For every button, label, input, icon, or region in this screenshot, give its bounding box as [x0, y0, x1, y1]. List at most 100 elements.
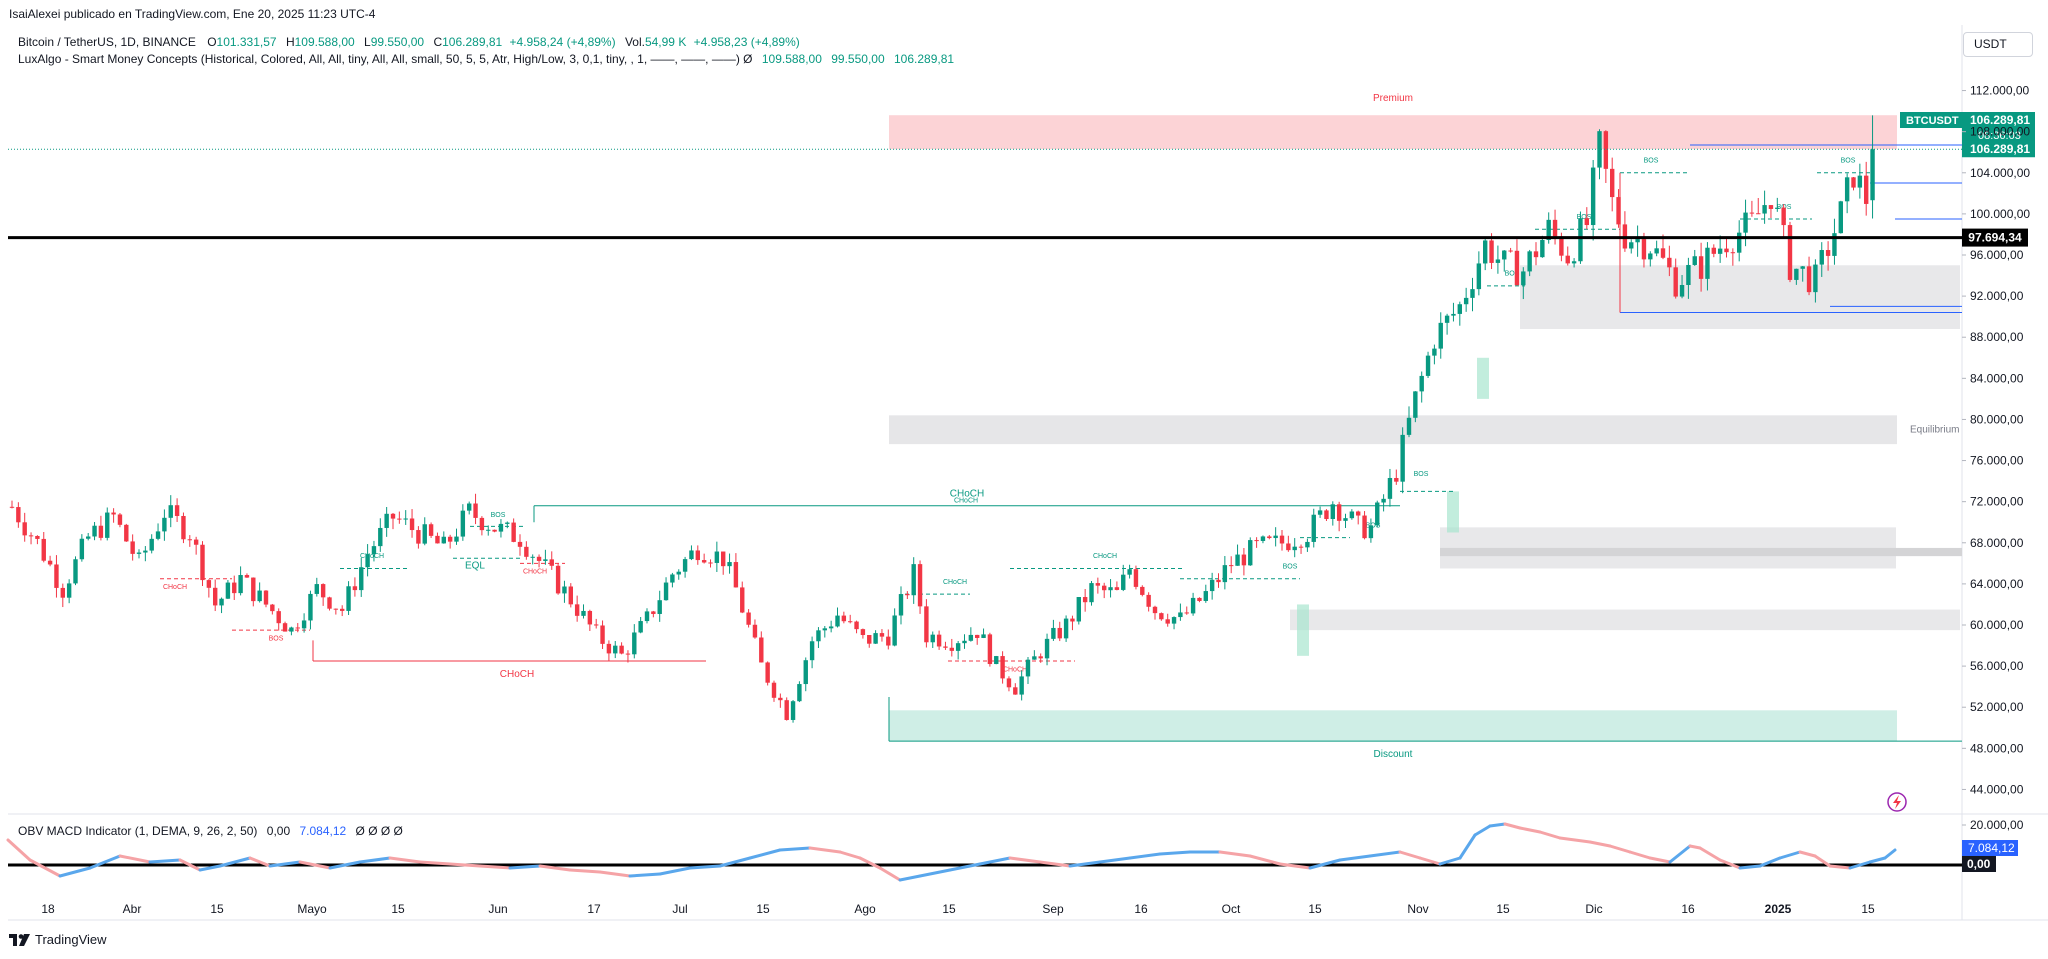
obv-segment [1008, 856, 1042, 864]
candle-body [1800, 266, 1805, 269]
candle-body [492, 529, 497, 532]
obv-segment [58, 866, 92, 878]
candle-body [193, 539, 199, 545]
obv-value-tag-text: 7.084,12 [1968, 841, 2015, 855]
x-tick-label: 17 [587, 902, 601, 916]
candle-body [1768, 205, 1774, 209]
candle-body [327, 597, 332, 609]
candle-body [1006, 678, 1012, 688]
candle-body [1076, 597, 1081, 622]
obv-segment [1778, 850, 1802, 860]
y-tick-label: 48.000,00 [1970, 741, 2024, 755]
obv-segment [1588, 840, 1612, 848]
structure-label: BOS [269, 635, 284, 642]
obv-segment [1828, 864, 1852, 870]
obv-value-tag [1962, 840, 2018, 856]
candle-body [1070, 618, 1075, 622]
candle-body [1851, 177, 1856, 188]
candle-body [854, 621, 859, 630]
candle-body [1527, 251, 1532, 272]
y-tick-label: 112.000,00 [1970, 84, 2029, 98]
obv-segment [918, 868, 952, 878]
price-line-tag [1962, 140, 2035, 158]
obv-zero-tag [1962, 856, 1996, 872]
candle-body [740, 587, 745, 613]
candle-body [289, 627, 294, 632]
candle-body [1387, 477, 1393, 499]
candle-body [238, 575, 243, 594]
candle-body [301, 620, 307, 629]
candle-body [1521, 271, 1526, 286]
obv-segment [538, 864, 572, 872]
y-tick-label: 60.000,00 [1970, 618, 2024, 632]
obv-segment [1368, 850, 1402, 858]
structure-label: BOS [1577, 214, 1592, 221]
candle-body [1311, 514, 1316, 542]
structure-label: BOS [1644, 158, 1659, 165]
candle-body [828, 626, 834, 629]
candle-body [619, 645, 624, 654]
candle-body [98, 525, 104, 538]
candle-body [1470, 289, 1475, 298]
lightning-icon-bolt [1893, 795, 1901, 809]
candle-body [1502, 250, 1507, 260]
indicator-title[interactable]: LuxAlgo - Smart Money Concepts (Historic… [18, 52, 753, 66]
volume-value: 54,99 K [644, 35, 687, 49]
candle-body [581, 610, 586, 616]
candle-body [143, 550, 148, 553]
currency-selector[interactable]: USDT [1963, 32, 2033, 57]
smc-structure: CHoCHBOSCHoCHCHoCHBOSEQLCHoCHCHoCHCHoCHC… [160, 144, 1962, 680]
tradingview-logo[interactable]: TradingView [9, 932, 107, 947]
candle-body [441, 536, 446, 544]
structure-label: CHoCH [943, 579, 967, 586]
candle-body [1152, 606, 1158, 614]
symbol-tag [1900, 112, 2035, 128]
candle-body [568, 586, 573, 605]
candle-body [632, 632, 637, 655]
candle-body [1190, 597, 1196, 614]
obv-segment [1218, 850, 1252, 858]
obv-segment [1068, 860, 1102, 868]
candle-body [295, 627, 300, 629]
candle-body [1610, 168, 1615, 198]
candle-body [1209, 579, 1215, 592]
candle-body [1019, 676, 1024, 695]
fvg-box [1447, 491, 1459, 533]
candle-body [600, 625, 605, 644]
countdown-tag [1962, 128, 2035, 142]
candle-body [1438, 322, 1443, 349]
order-block-mid [1440, 547, 1962, 557]
x-tick-label: 15 [756, 902, 770, 916]
obv-header: OBV MACD Indicator (1, DEMA, 9, 26, 2, 5… [18, 824, 403, 838]
candle-body [244, 575, 250, 578]
candle-body [1381, 498, 1386, 503]
obv-segment [1758, 856, 1782, 868]
indicator-line: LuxAlgo - Smart Money Concepts (Historic… [18, 52, 954, 66]
symbol-tag-label: BTCUSDT [1906, 115, 1959, 127]
ohlc-low-value: 99.550,00 [370, 35, 425, 49]
candle-body [1514, 250, 1520, 286]
candle-body [1559, 236, 1564, 256]
symbol-title[interactable]: Bitcoin / TetherUS, 1D, BINANCE [18, 35, 196, 49]
obv-pane: 20.000,00 7.084,12 0,00 [6, 818, 2024, 882]
candle-body [1654, 248, 1659, 254]
candle-body [1013, 687, 1018, 695]
candle-body [276, 611, 281, 624]
candle-body [181, 515, 186, 540]
obv-title[interactable]: OBV MACD Indicator (1, DEMA, 9, 26, 2, 5… [18, 824, 258, 838]
candle-body [714, 551, 720, 563]
x-tick-label: 18 [41, 902, 55, 916]
candle-body [136, 552, 142, 554]
lightning-icon[interactable] [1887, 792, 1907, 812]
structure-label: CHoCH [1003, 666, 1027, 673]
ohlc-open-value: 101.331,57 [216, 35, 277, 49]
candle-body [682, 559, 688, 572]
candle-body [975, 634, 980, 638]
x-tick-label: 15 [942, 902, 956, 916]
candle-body [663, 582, 669, 601]
y-tick-label: 76.000,00 [1970, 454, 2024, 468]
obv-segment [88, 854, 122, 870]
candle-body [1324, 510, 1329, 520]
candle-body [1241, 554, 1247, 566]
